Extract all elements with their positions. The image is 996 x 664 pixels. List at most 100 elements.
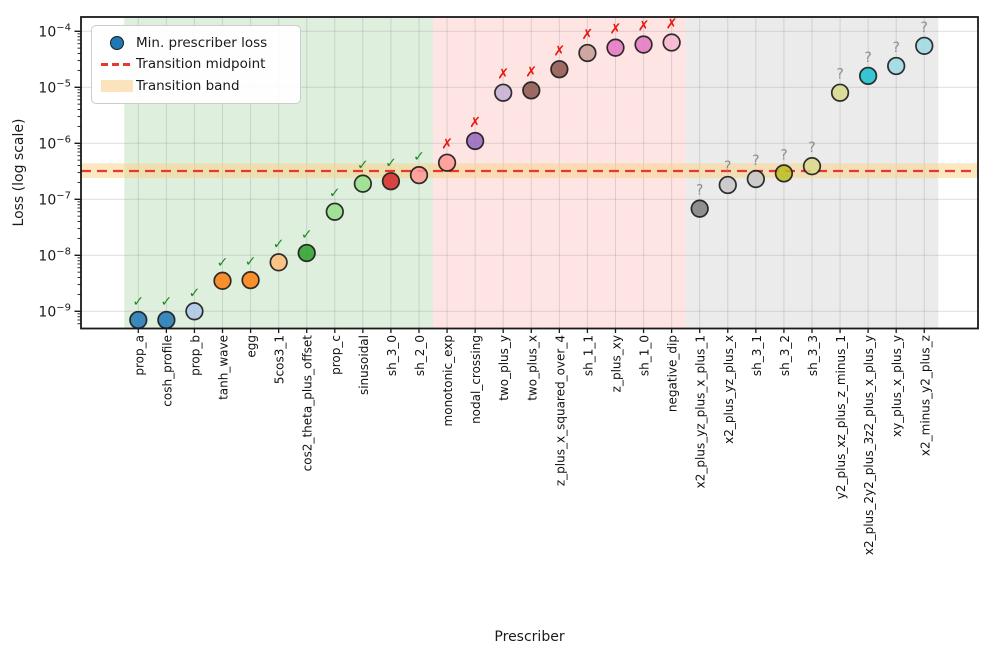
scatter-point xyxy=(241,270,260,290)
x-tick-label: tanh_wave xyxy=(217,335,231,400)
scatter-point xyxy=(662,33,681,52)
scatter-point xyxy=(522,81,541,100)
x-tick-label: two_plus_x xyxy=(525,335,539,401)
legend-item-min-prescriber-loss: Min. prescriber loss xyxy=(98,32,292,54)
legend-marker-icon xyxy=(110,35,124,50)
x-tick-label: x2_plus_yz_plus_x_plus_1 xyxy=(694,335,708,488)
scatter-point xyxy=(269,253,288,272)
x-tick-label: sh_3_1 xyxy=(750,335,764,376)
x-tick-label: cosh_profile xyxy=(160,335,174,407)
point-status-mark: ✓ xyxy=(413,149,425,165)
scatter-point xyxy=(887,56,906,76)
scatter-point xyxy=(718,175,737,195)
x-tick-label: nodal_crossing xyxy=(469,335,483,424)
x-tick-label: prop_c xyxy=(329,335,343,375)
point-status-mark: ✗ xyxy=(441,137,453,153)
x-tick-label: sh_3_3 xyxy=(806,335,820,376)
y-tick-label: 10−7 xyxy=(38,190,71,208)
point-status-mark: ? xyxy=(752,153,759,169)
point-status-mark: ✗ xyxy=(469,115,481,131)
scatter-point xyxy=(185,302,204,321)
x-tick-label: z_plus_x_squared_over_4 xyxy=(553,335,567,486)
point-status-mark: ✓ xyxy=(301,227,313,243)
scatter-point xyxy=(297,243,316,263)
x-tick-label: x2_plus_yz_plus_x xyxy=(722,335,736,444)
y-tick-label: 10−8 xyxy=(38,246,71,264)
point-status-mark: ✗ xyxy=(525,64,537,80)
scatter-point xyxy=(802,157,822,176)
legend-item-label: Min. prescriber loss xyxy=(136,34,268,51)
scatter-point xyxy=(494,83,513,102)
point-status-mark: ✗ xyxy=(638,19,650,35)
scatter-point xyxy=(634,35,653,54)
y-tick-label: 10−5 xyxy=(38,78,71,96)
point-status-mark: ✓ xyxy=(132,294,144,310)
scatter-point xyxy=(915,36,934,55)
y-tick-label: 10−9 xyxy=(38,302,71,320)
y-tick-label: 10−4 xyxy=(38,22,71,40)
x-axis-title: Prescriber xyxy=(494,629,565,645)
y-axis-title: Loss (log scale) xyxy=(11,118,27,227)
x-tick-label: prop_b xyxy=(188,335,202,376)
point-status-mark: ✓ xyxy=(245,254,257,270)
legend-item-transition-band: Transition band xyxy=(98,75,292,97)
y-tick-label: 10−6 xyxy=(38,134,71,152)
scatter-point xyxy=(157,310,176,330)
scatter-point xyxy=(746,169,765,189)
legend-item-label: Transition band xyxy=(136,77,240,94)
scatter-point xyxy=(465,131,485,151)
scatter-point xyxy=(550,60,569,79)
scatter-point xyxy=(325,202,344,221)
x-tick-label: z_plus_xy xyxy=(609,335,623,392)
point-status-mark: ? xyxy=(864,50,871,66)
x-tick-label: sh_3_2 xyxy=(778,335,792,376)
scatter-point xyxy=(606,38,625,57)
legend-dashed-line-icon xyxy=(101,62,133,66)
x-tick-label: cos2_theta_plus_offset xyxy=(301,335,315,472)
legend-item-label: Transition midpoint xyxy=(136,56,266,73)
plot-border xyxy=(80,16,979,330)
scatter-point xyxy=(690,199,709,218)
scatter-point xyxy=(437,153,457,172)
x-tick-label: sh_3_0 xyxy=(385,335,399,376)
x-tick-label: sinusoidal xyxy=(357,335,371,395)
point-status-mark: ✓ xyxy=(329,186,341,202)
point-status-mark: ? xyxy=(808,140,815,156)
x-tick-label: sh_1_0 xyxy=(638,335,652,376)
point-status-mark: ✓ xyxy=(385,155,397,171)
point-status-mark: ? xyxy=(696,183,703,199)
point-status-mark: ✗ xyxy=(610,22,622,38)
x-tick-label: x2_minus_y2_plus_z xyxy=(918,335,932,456)
x-tick-label: xy_plus_x_plus_y xyxy=(890,335,904,437)
x-tick-label: prop_a xyxy=(132,335,146,376)
x-tick-label: egg xyxy=(245,335,259,358)
x-tick-label: two_plus_y xyxy=(497,335,511,401)
point-status-mark: ? xyxy=(836,67,843,83)
legend: Min. prescriber loss Transition midpoint… xyxy=(91,25,301,104)
point-status-mark: ? xyxy=(780,147,787,163)
point-status-mark: ? xyxy=(724,159,731,175)
scatter-point xyxy=(774,164,794,183)
scatter-point xyxy=(213,271,232,290)
x-tick-label: x2_plus_2y2_plus_3z2_plus_x_plus_y xyxy=(862,335,876,555)
point-status-mark: ✓ xyxy=(189,285,201,301)
scatter-point xyxy=(381,172,401,191)
scatter-point xyxy=(353,174,373,193)
point-status-mark: ✓ xyxy=(161,294,173,310)
point-status-mark: ? xyxy=(921,20,928,36)
scatter-point xyxy=(129,310,148,330)
point-status-mark: ✗ xyxy=(497,67,509,83)
legend-item-transition-midpoint: Transition midpoint xyxy=(98,54,292,76)
point-status-mark: ✓ xyxy=(217,255,229,271)
point-status-mark: ✓ xyxy=(357,158,369,174)
scatter-point xyxy=(409,165,429,185)
point-status-mark: ✗ xyxy=(553,43,565,59)
x-tick-label: sh_1_1 xyxy=(581,335,595,376)
point-status-mark: ? xyxy=(892,40,899,56)
scatter-point xyxy=(858,66,878,86)
legend-band-icon xyxy=(101,79,133,92)
point-status-mark: ✗ xyxy=(582,27,594,43)
x-tick-label: sh_2_0 xyxy=(413,335,427,376)
